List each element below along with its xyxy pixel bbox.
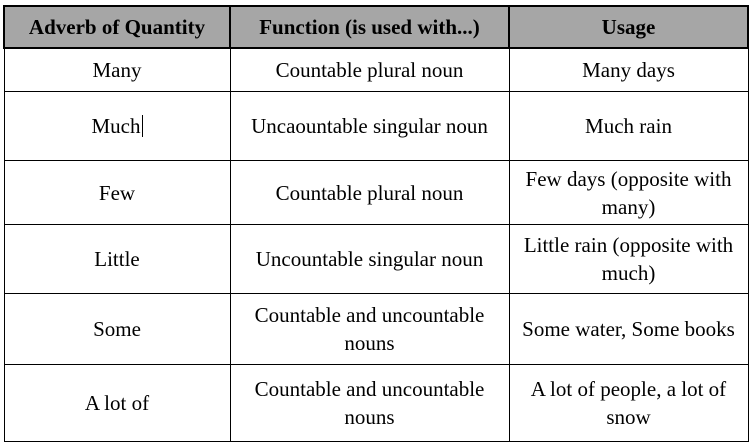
adverb-cell: Few <box>3 160 231 225</box>
adverb-cell: Little <box>3 224 231 294</box>
usage-cell: Little rain (opposite with much) <box>508 224 749 294</box>
table-header-row: Adverb of Quantity Function (is used wit… <box>3 5 749 49</box>
table-row: Much Uncaountable singular noun Much rai… <box>3 91 749 161</box>
table-row: Little Uncountable singular noun Little … <box>3 224 749 294</box>
function-cell: Countable plural noun <box>229 160 510 225</box>
function-cell: Uncaountable singular noun <box>229 91 510 161</box>
header-adverb-of-quantity: Adverb of Quantity <box>3 5 231 49</box>
function-cell: Uncountable singular noun <box>229 224 510 294</box>
text-cursor <box>141 115 143 137</box>
adverb-text: Much <box>91 114 141 138</box>
table-row: Many Countable plural noun Many days <box>3 47 749 92</box>
table-row: Some Countable and uncountable nouns Som… <box>3 293 749 365</box>
function-cell: Countable plural noun <box>229 47 510 92</box>
table-row: A lot of Countable and uncountable nouns… <box>3 364 749 442</box>
usage-cell: Many days <box>508 47 749 92</box>
adverb-quantity-table: Adverb of Quantity Function (is used wit… <box>3 5 749 442</box>
function-cell: Countable and uncountable nouns <box>229 364 510 442</box>
header-usage: Usage <box>508 5 749 49</box>
usage-cell: Some water, Some books <box>508 293 749 365</box>
adverb-cell: Some <box>3 293 231 365</box>
table-row: Few Countable plural noun Few days (oppo… <box>3 160 749 225</box>
adverb-cell: Many <box>3 47 231 92</box>
adverb-cell[interactable]: Much <box>3 91 231 161</box>
usage-cell: A lot of people, a lot of snow <box>508 364 749 442</box>
function-cell: Countable and uncountable nouns <box>229 293 510 365</box>
adverb-cell: A lot of <box>3 364 231 442</box>
usage-cell: Much rain <box>508 91 749 161</box>
usage-cell: Few days (opposite with many) <box>508 160 749 225</box>
header-function: Function (is used with...) <box>229 5 510 49</box>
